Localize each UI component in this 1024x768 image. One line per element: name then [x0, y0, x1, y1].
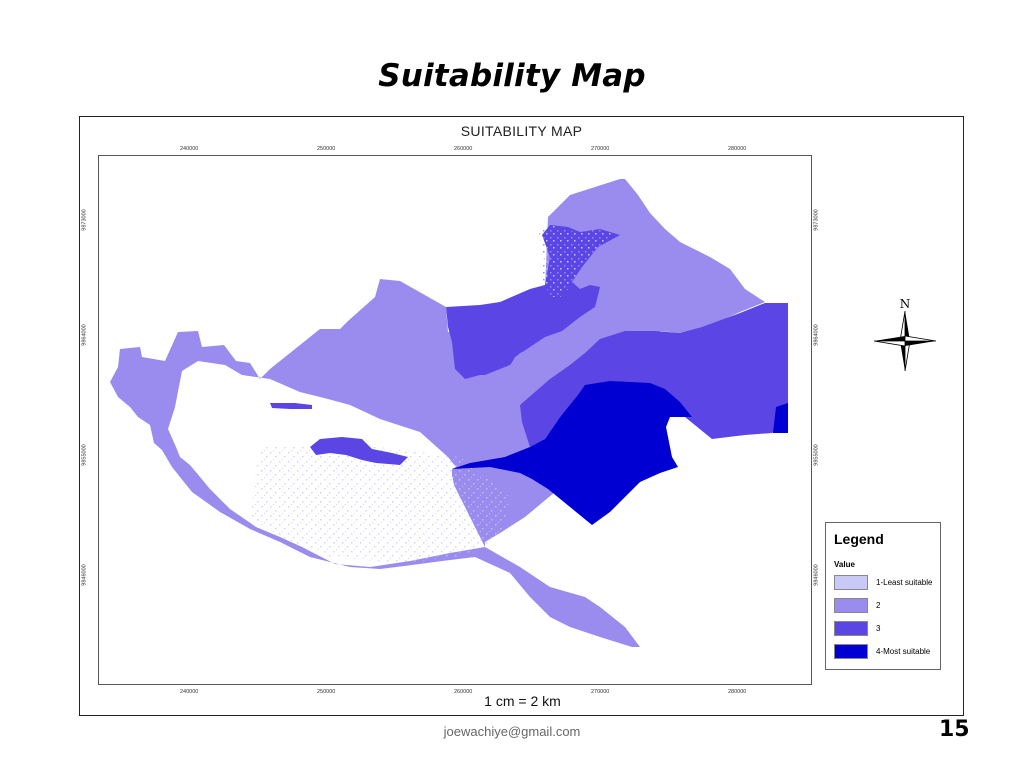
x-tick-bottom: 240000	[180, 689, 199, 695]
legend-item: 4-Most suitable	[834, 644, 940, 660]
x-tick-bottom: 250000	[317, 689, 336, 695]
zone-class-1-speckle	[250, 447, 510, 563]
legend-swatch	[834, 575, 868, 590]
x-tick-top: 260000	[454, 146, 473, 152]
legend-label: 4-Most suitable	[876, 647, 931, 656]
x-tick-top: 270000	[591, 146, 610, 152]
legend-swatch	[834, 598, 868, 613]
legend-label: 3	[876, 624, 881, 633]
legend-subtitle: Value	[834, 560, 855, 569]
zone-class-3-east	[520, 303, 788, 447]
x-tick-bottom: 260000	[454, 689, 473, 695]
legend-title: Legend	[834, 531, 884, 547]
legend-swatch	[834, 644, 868, 659]
north-label: N	[899, 297, 911, 311]
page-number: 15	[939, 717, 970, 742]
compass-rose-icon	[873, 311, 937, 372]
suitability-raster	[110, 179, 788, 647]
zone-class-4-edge	[773, 403, 788, 433]
x-tick-top: 250000	[317, 146, 336, 152]
zone-class-3-speckle	[538, 225, 615, 297]
zone-class-4-main	[452, 381, 692, 525]
legend-item: 2	[834, 598, 940, 614]
x-tick-bottom: 270000	[591, 689, 610, 695]
x-tick-top: 280000	[728, 146, 747, 152]
x-tick-top: 240000	[180, 146, 199, 152]
map-data-frame	[98, 155, 812, 685]
map-frame: SUITABILITY MAP 240000 250000 260000 270…	[79, 116, 964, 716]
x-tick-bottom: 280000	[728, 689, 747, 695]
zone-class-2-main	[110, 179, 765, 647]
slide-title: Suitability Map	[378, 58, 646, 94]
footer-email: joewachiye@gmail.com	[443, 724, 581, 739]
zone-class-2-wedge	[462, 343, 560, 407]
legend-swatch	[834, 621, 868, 636]
legend-item: 3	[834, 621, 940, 637]
map-heading: SUITABILITY MAP	[460, 123, 583, 139]
legend-label: 2	[876, 601, 881, 610]
scale-bar-text: 1 cm = 2 km	[484, 693, 561, 709]
zone-class-3-island	[270, 403, 312, 409]
legend-item: 1-Least suitable	[834, 575, 940, 591]
north-arrow: N	[872, 297, 938, 373]
legend: Legend Value 1-Least suitable 2 3 4-Most…	[825, 522, 941, 670]
zone-class-3-island	[310, 437, 408, 465]
legend-label: 1-Least suitable	[876, 578, 933, 587]
